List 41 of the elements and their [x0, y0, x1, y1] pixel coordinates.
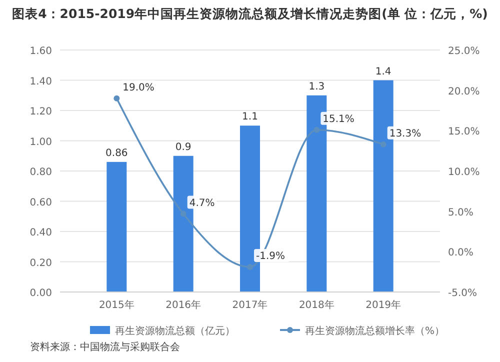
chart-title: 图表4：2015-2019年中国再生资源物流总额及增长情况走势图(单 位：亿元，%) — [12, 6, 488, 21]
data-label: 4.7% — [189, 198, 215, 209]
data-label: 13.3% — [389, 128, 422, 140]
y-tick-label: 1.20 — [30, 106, 52, 118]
y2-tick-label: 25.0% — [448, 46, 480, 57]
data-label: 15.1% — [322, 114, 354, 125]
data-label: 0.86 — [106, 148, 128, 159]
data-label: 19.0% — [122, 82, 154, 94]
bar — [106, 162, 127, 292]
data-label: 1.1 — [242, 112, 258, 123]
y-tick-label: 0.80 — [30, 167, 52, 178]
y-tick-label: 0.00 — [30, 288, 52, 299]
x-tick-label: 2017年 — [232, 299, 268, 311]
point — [247, 264, 253, 270]
y-tick-label: 1.00 — [30, 136, 52, 148]
y2-tick-label: 10.0% — [448, 167, 480, 178]
text: 资料来源：中国物流与采购联合会 — [30, 341, 180, 353]
legend-label: 再生资源物流总额增长率（%） — [305, 325, 445, 337]
x-tick-label: 2016年 — [166, 299, 202, 311]
data-label: 1.4 — [375, 66, 392, 78]
x-tick-label: 2015年 — [98, 299, 134, 311]
legend-label: 再生资源物流总额（亿元） — [115, 325, 235, 337]
point — [314, 126, 320, 133]
y-tick-label: 1.60 — [30, 46, 52, 57]
y2-tick-label: 20.0% — [448, 86, 480, 98]
y-tick-label: 0.60 — [30, 197, 52, 208]
y-tick-label: 0.40 — [30, 228, 52, 238]
data-label: 0.9 — [175, 142, 192, 153]
y-tick-label: 1.40 — [30, 76, 52, 88]
y2-tick-label: 0.0% — [448, 248, 474, 259]
data-label: -1.9% — [256, 250, 286, 262]
point — [114, 95, 120, 102]
point — [180, 210, 186, 217]
y2-tick-label: -5.0% — [448, 288, 478, 299]
y2-tick-label: 5.0% — [448, 207, 474, 218]
data-label: 1.3 — [308, 81, 325, 92]
y-tick-label: 0.20 — [30, 258, 52, 269]
x-tick-label: 2019年 — [366, 299, 402, 311]
x-tick-label: 2018年 — [298, 299, 334, 311]
point — [380, 141, 386, 148]
y2-tick-label: 15.0% — [448, 126, 480, 138]
